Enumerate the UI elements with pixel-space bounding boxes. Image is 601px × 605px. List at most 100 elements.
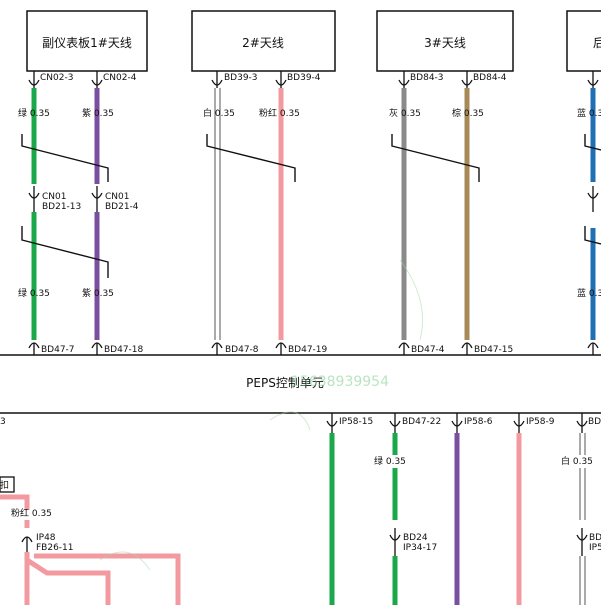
pin-label: BD47-18 (104, 345, 144, 355)
twist-marker-3 (206, 134, 296, 182)
pin-label: BD (588, 417, 601, 427)
connector-bottom-7 (587, 342, 599, 355)
connector-top-2 (91, 71, 103, 88)
connector-lower-3 (451, 413, 463, 433)
pin-label: IP48 (36, 533, 56, 543)
connector-lower-mid-green (389, 528, 401, 556)
upper-wires (31, 88, 601, 340)
connector-bottom-6 (461, 342, 473, 355)
inline-connector-blue (587, 186, 599, 212)
wire-spec: 紫 0.35 (82, 288, 114, 299)
peps-control-unit: PEPS控制单元 15638939954 (0, 354, 601, 414)
wire-spec: 粉红 0.35 (11, 507, 52, 519)
lower-connectors (326, 413, 588, 556)
lower-labels: 3 IP58-15 BD47-22 IP58-6 IP58-9 BD 绿 0.3… (0, 417, 601, 553)
module-title-1: 副仪表板1#天线 (42, 36, 132, 50)
top-connectors (28, 71, 599, 88)
twist-marker-2 (21, 226, 109, 278)
inline-connector-purple (91, 186, 103, 212)
wire-spec: 绿 0.35 (18, 107, 50, 119)
connector-top-4 (275, 71, 287, 88)
lower-left-circuit: 扣 粉红 0.35 IP48 FB26-11 (0, 476, 181, 605)
pin-label: BD84-4 (473, 73, 507, 83)
module-title-3: 3#天线 (424, 36, 466, 50)
pin-label: BD47-22 (402, 417, 441, 427)
partial-box-label: 扣 (0, 479, 9, 491)
connector-top-1 (28, 71, 40, 88)
pin-label: BD24 (403, 533, 428, 543)
module-title-2: 2#天线 (242, 36, 284, 50)
pin-label: 3 (0, 417, 6, 427)
partial-box (0, 476, 15, 493)
pin-label: BD47-8 (225, 345, 259, 355)
pin-label: BD21-4 (105, 202, 139, 212)
connector-bottom-5 (398, 342, 410, 355)
pin-label: FB26-11 (36, 543, 74, 553)
pin-label: BD39-3 (224, 73, 258, 83)
module-box-3: 3#天线 (376, 10, 514, 72)
inline-connectors (28, 186, 599, 212)
pin-label: CN02-4 (103, 73, 137, 83)
pin-label: CN01 (42, 192, 66, 202)
peps-title: PEPS控制单元 (246, 376, 324, 390)
wire-pink-left-top (0, 494, 30, 510)
bottom-connectors (28, 342, 599, 355)
pin-label: BD84-3 (410, 73, 444, 83)
pin-label: BD39-4 (287, 73, 321, 83)
pin-label: BD47-15 (474, 345, 513, 355)
pin-label: BD47-4 (411, 345, 445, 355)
connector-bottom-4 (275, 342, 287, 355)
wire-spec: 白 0.35 (203, 107, 235, 119)
connector-bottom-3 (211, 342, 223, 355)
twist-marker-6 (584, 226, 601, 245)
wire-spec: 粉红 0.35 (259, 107, 300, 119)
watermark-strokes (99, 259, 423, 571)
pin-label: IP58-15 (339, 417, 373, 427)
wire-spec: 棕 0.35 (452, 107, 484, 119)
connector-top-3 (211, 71, 223, 88)
pin-label: IP58-9 (526, 417, 555, 427)
watermark-text: 15638939954 (291, 374, 389, 390)
wire-white-1 (214, 88, 221, 340)
wire-spec: 灰 0.35 (389, 107, 421, 119)
module-box-4: 后 (566, 10, 601, 72)
connector-top-5 (398, 71, 410, 88)
twist-marker-1 (21, 134, 109, 182)
pin-label: BD47-19 (288, 345, 328, 355)
wire-spec: 白 0.35 (561, 455, 593, 467)
connector-top-6 (461, 71, 473, 88)
connector-lower-mid-white (576, 528, 588, 556)
connector-lower-5 (576, 413, 588, 433)
connector-bottom-2 (91, 342, 103, 355)
connector-top-7 (587, 71, 599, 88)
wire-spec: 绿 0.35 (374, 455, 406, 467)
wire-white-2 (579, 433, 586, 605)
wire-spec: 蓝 0.35 (577, 287, 601, 299)
lower-wires (329, 433, 586, 605)
pin-label: IP34-17 (403, 543, 437, 553)
pin-label: CN01 (105, 192, 129, 202)
module-box-1: 副仪表板1#天线 (26, 10, 148, 72)
upper-labels: CN02-3 CN02-4 BD39-3 BD39-4 BD84-3 BD84-… (18, 73, 601, 355)
pin-label: IP5 (589, 543, 601, 553)
pin-label: BD21-13 (42, 202, 81, 212)
connector-lower-4 (513, 413, 525, 433)
twist-marker-5 (584, 134, 601, 151)
connector-lower-1 (326, 413, 338, 433)
pin-label: BD (589, 533, 601, 543)
wire-spec: 蓝 0.35 (577, 107, 601, 119)
inline-connector-green (28, 186, 40, 212)
connector-bottom-1 (28, 342, 40, 355)
wire-spec: 紫 0.35 (82, 108, 114, 119)
module-box-2: 2#天线 (191, 10, 336, 72)
module-title-4: 后 (593, 36, 601, 50)
pin-label: CN02-3 (40, 73, 73, 83)
connector-lower-left (21, 536, 33, 552)
twist-markers (21, 134, 601, 278)
twist-marker-4 (391, 134, 480, 182)
pin-label: IP58-6 (464, 417, 493, 427)
pin-label: BD47-7 (41, 345, 75, 355)
wire-spec: 绿 0.35 (18, 287, 50, 299)
connector-lower-2 (389, 413, 401, 433)
